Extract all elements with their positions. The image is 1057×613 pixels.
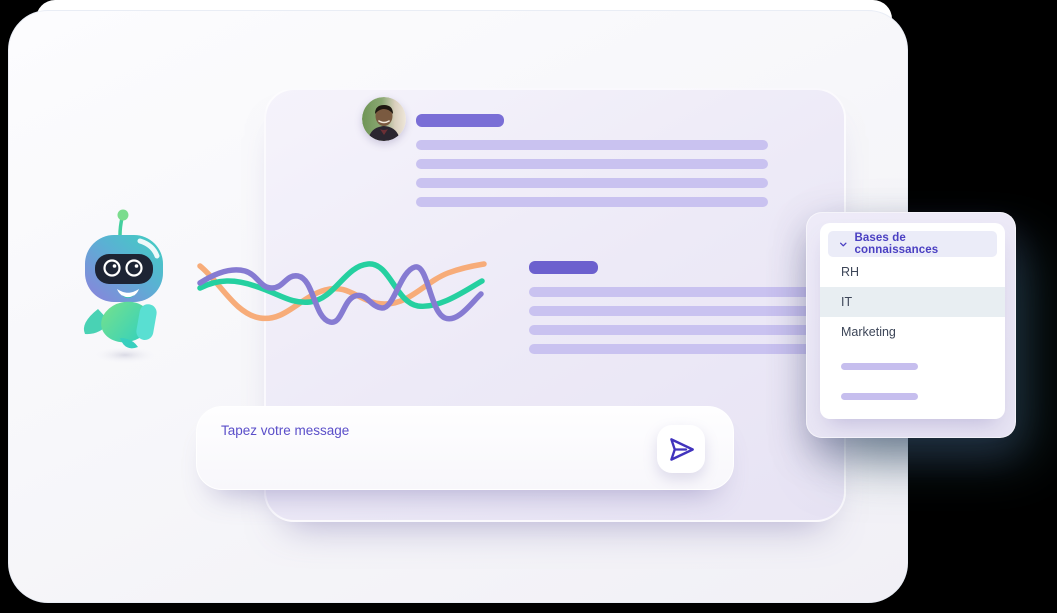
skeleton-name-bar [416,114,504,127]
user-avatar [362,97,406,141]
message-composer [196,406,734,490]
skeleton-text-bar [529,325,846,335]
skeleton-list-bar [841,393,918,400]
kb-item-rh[interactable]: RH [841,265,860,279]
knowledge-base-panel: Bases de connaissances RH IT Marketing [820,223,1005,419]
user-photo-avatar-icon [362,97,406,141]
send-plane-icon [669,437,694,461]
wave-orange [197,261,487,322]
knowledge-base-popover: Bases de connaissances RH IT Marketing [806,212,1016,438]
skeleton-text-bar [416,159,768,169]
wave-green [197,261,485,309]
skeleton-text-bar [529,306,846,316]
skeleton-text-bar [416,197,768,207]
knowledge-base-dropdown-header[interactable]: Bases de connaissances [828,231,997,257]
skeleton-text-bar [416,178,768,188]
skeleton-text-bar [416,140,768,150]
chevron-down-icon [839,242,847,246]
knowledge-base-header-label: Bases de connaissances [854,232,939,256]
skeleton-text-bar [529,344,846,354]
kb-item-it[interactable]: IT [820,287,1005,317]
send-button[interactable] [657,425,705,473]
robot-assistant-icon [83,209,163,363]
skeleton-title-bar [529,261,598,274]
wave-purple [197,264,484,325]
message-input[interactable] [221,415,631,445]
skeleton-list-bar [841,363,918,370]
sound-waves-decoration [197,261,487,325]
skeleton-text-bar [529,287,846,297]
kb-item-marketing[interactable]: Marketing [841,325,896,339]
